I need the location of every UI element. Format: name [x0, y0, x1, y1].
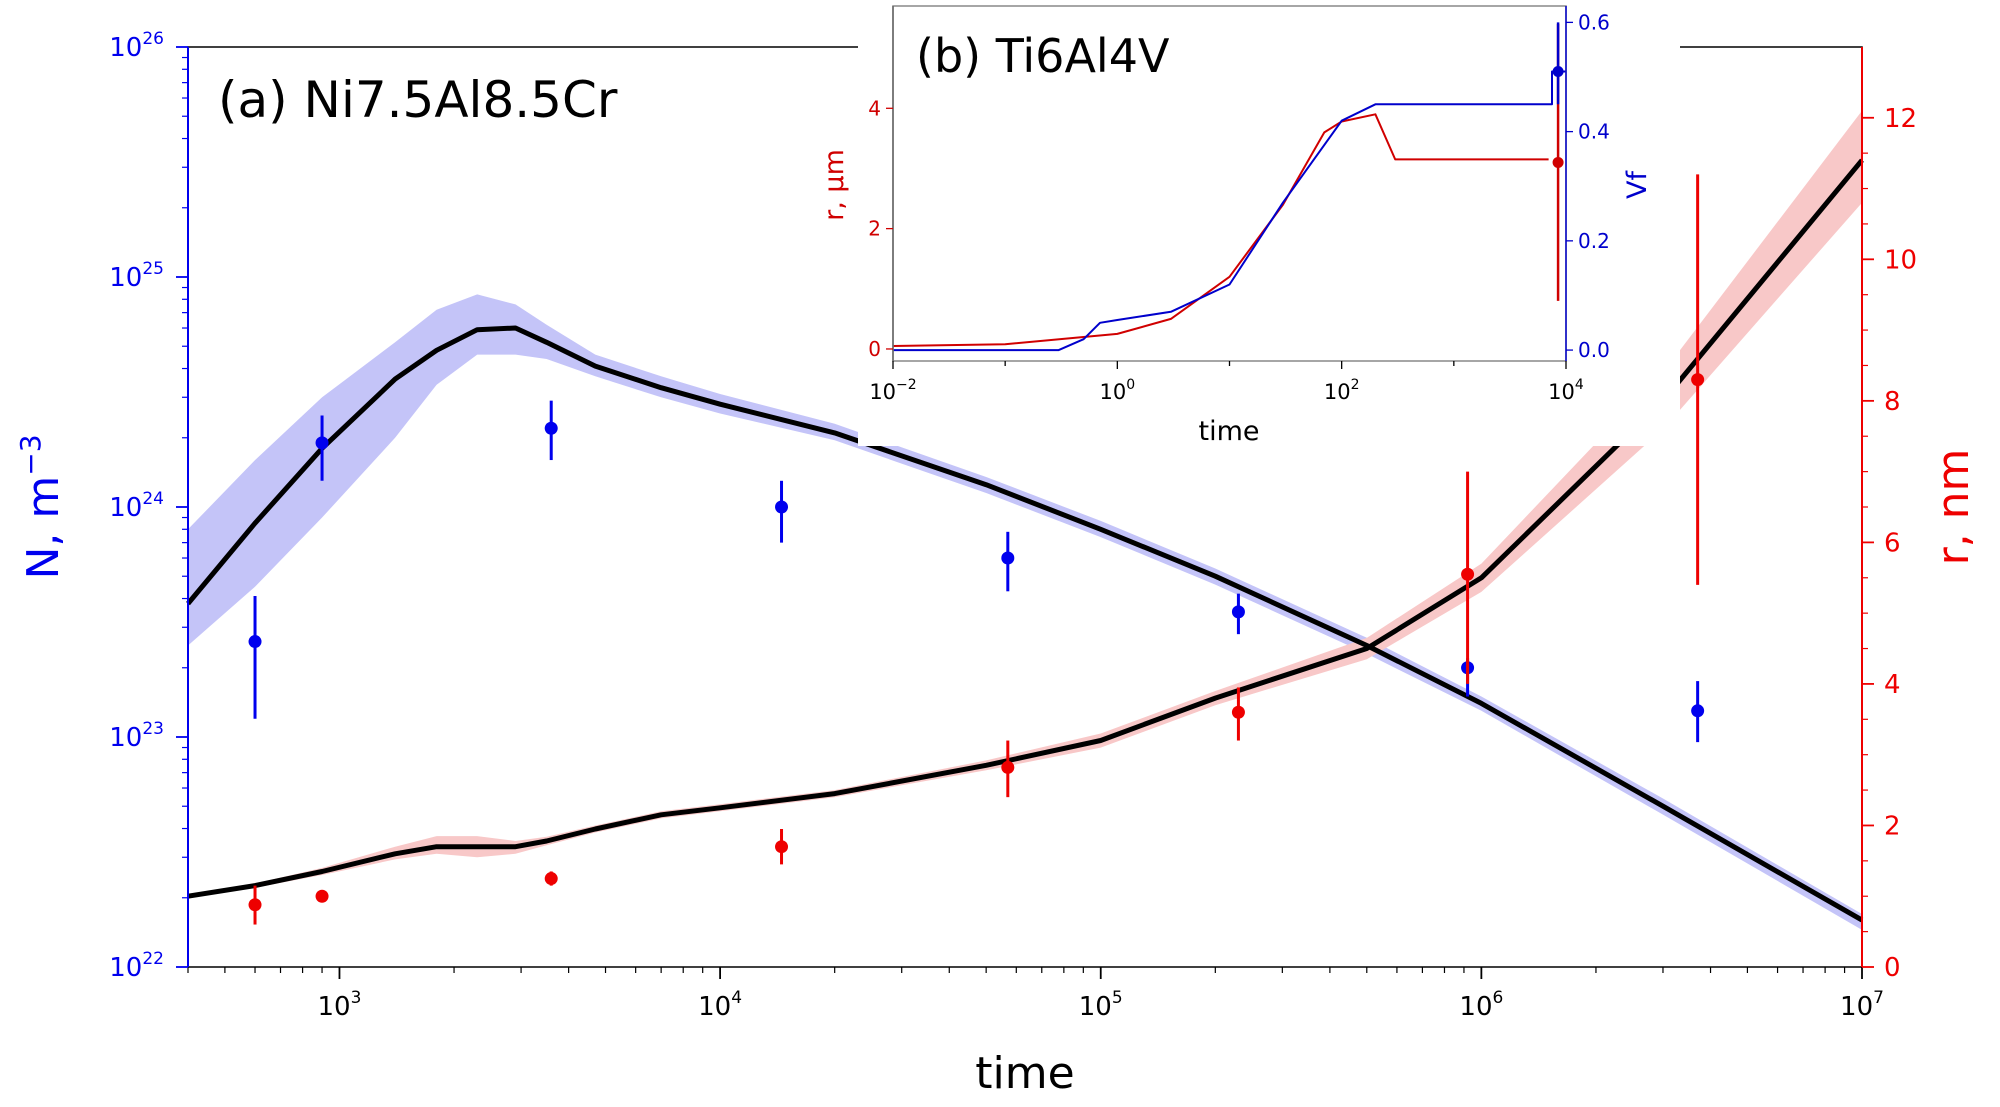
b-r-measured-point [1552, 156, 1564, 168]
a-left-tick-label: 1026 [109, 29, 164, 63]
b-left-tick-label: 0 [868, 337, 881, 361]
r-measured-point-2 [544, 872, 558, 886]
a-right-tick-label: 2 [1884, 811, 1901, 841]
a-x-tick-label: 104 [698, 988, 742, 1022]
a-x-ticks: 103 104 105 106 107 [187, 967, 1884, 1022]
r-measured-point-5 [1231, 705, 1245, 719]
n-measured-point-3 [775, 500, 789, 514]
a-left-axis-title: N, m−3 [14, 434, 69, 579]
b-right-ticks: 0.0 0.2 0.4 0.6 [1566, 10, 1610, 362]
b-x-tick-label: 102 [1324, 377, 1360, 404]
b-left-tick-label: 2 [868, 217, 881, 241]
a-right-tick-label: 12 [1884, 104, 1917, 134]
r-measured-point-0 [248, 898, 262, 912]
b-x-tick-label: 10−2 [869, 377, 916, 404]
b-inset-background [858, 6, 1680, 446]
r-measured-point-3 [775, 840, 789, 854]
a-left-axis-title-sup: −3 [14, 434, 47, 475]
a-right-tick-label: 8 [1884, 387, 1901, 417]
n-measured-point-5 [1231, 605, 1245, 619]
a-x-tick-label: 105 [1079, 988, 1123, 1022]
b-left-tick-label: 4 [868, 96, 881, 120]
n-measured-point-1 [315, 436, 329, 450]
a-x-tick-label: 103 [318, 988, 362, 1022]
b-right-tick-label: 0.6 [1578, 10, 1610, 34]
a-left-axis-title-base: N, m [18, 476, 69, 580]
n-measured-point-0 [248, 635, 262, 649]
b-x-axis-title: time [1198, 416, 1259, 447]
n-model-line [186, 325, 1864, 923]
b-right-tick-label: 0.2 [1578, 229, 1610, 253]
r-measured-point-7 [1691, 373, 1705, 387]
r-measured-point-1 [315, 889, 329, 903]
n-measured-point-4 [1001, 551, 1015, 565]
b-left-ticks: 0 2 4 [868, 96, 893, 361]
a-x-axis-title: time [975, 1048, 1074, 1099]
b-right-axis-title: Vf [1622, 170, 1653, 199]
b-r-line [892, 113, 1549, 347]
a-right-axis-title: r, nm [1928, 449, 1979, 566]
a-right-tick-label: 4 [1884, 670, 1901, 700]
b-x-tick-label: 100 [1100, 377, 1136, 404]
r-measured-point-6 [1461, 567, 1475, 581]
b-vf-line [893, 70, 1566, 352]
n-measured-point-7 [1691, 704, 1705, 718]
a-x-tick-label: 107 [1840, 988, 1884, 1022]
panel-b-ti6al4v-inset: 10−2 100 102 104 0 2 4 0.0 0.2 0.4 0.6 time r, μ… [819, 5, 1680, 447]
b-x-tick-label: 104 [1548, 377, 1584, 404]
a-right-tick-label: 10 [1884, 245, 1917, 275]
r-measured-point-4 [1001, 760, 1015, 774]
b-vf-measured-point [1552, 66, 1564, 78]
b-left-axis-title: r, μm [819, 149, 850, 221]
a-measured-points [248, 174, 1705, 925]
a-model-lines [186, 158, 1864, 923]
b-measured-points [1552, 22, 1564, 301]
b-x-ticks: 10−2 100 102 104 [869, 361, 1584, 404]
a-left-tick-label: 1023 [109, 719, 164, 753]
a-left-tick-label: 1022 [109, 949, 164, 983]
b-model-lines [892, 70, 1566, 352]
n-measured-point-2 [544, 421, 558, 435]
b-panel-title: (b) Ti6Al4V [916, 29, 1170, 83]
a-right-tick-label: 0 [1884, 953, 1901, 983]
b-right-tick-label: 0.4 [1578, 120, 1610, 144]
a-left-tick-label: 1024 [109, 489, 164, 523]
a-left-ticks: 1022 1023 1024 1025 1026 [109, 29, 188, 983]
a-right-ticks: 0 2 4 6 8 10 12 [1862, 104, 1917, 983]
a-panel-title: (a) Ni7.5Al8.5Cr [218, 71, 618, 129]
r-model-line [187, 158, 1864, 899]
b-right-tick-label: 0.0 [1578, 338, 1610, 362]
a-right-tick-label: 6 [1884, 528, 1901, 558]
a-left-tick-label: 1025 [109, 259, 164, 293]
a-x-tick-label: 106 [1459, 988, 1503, 1022]
